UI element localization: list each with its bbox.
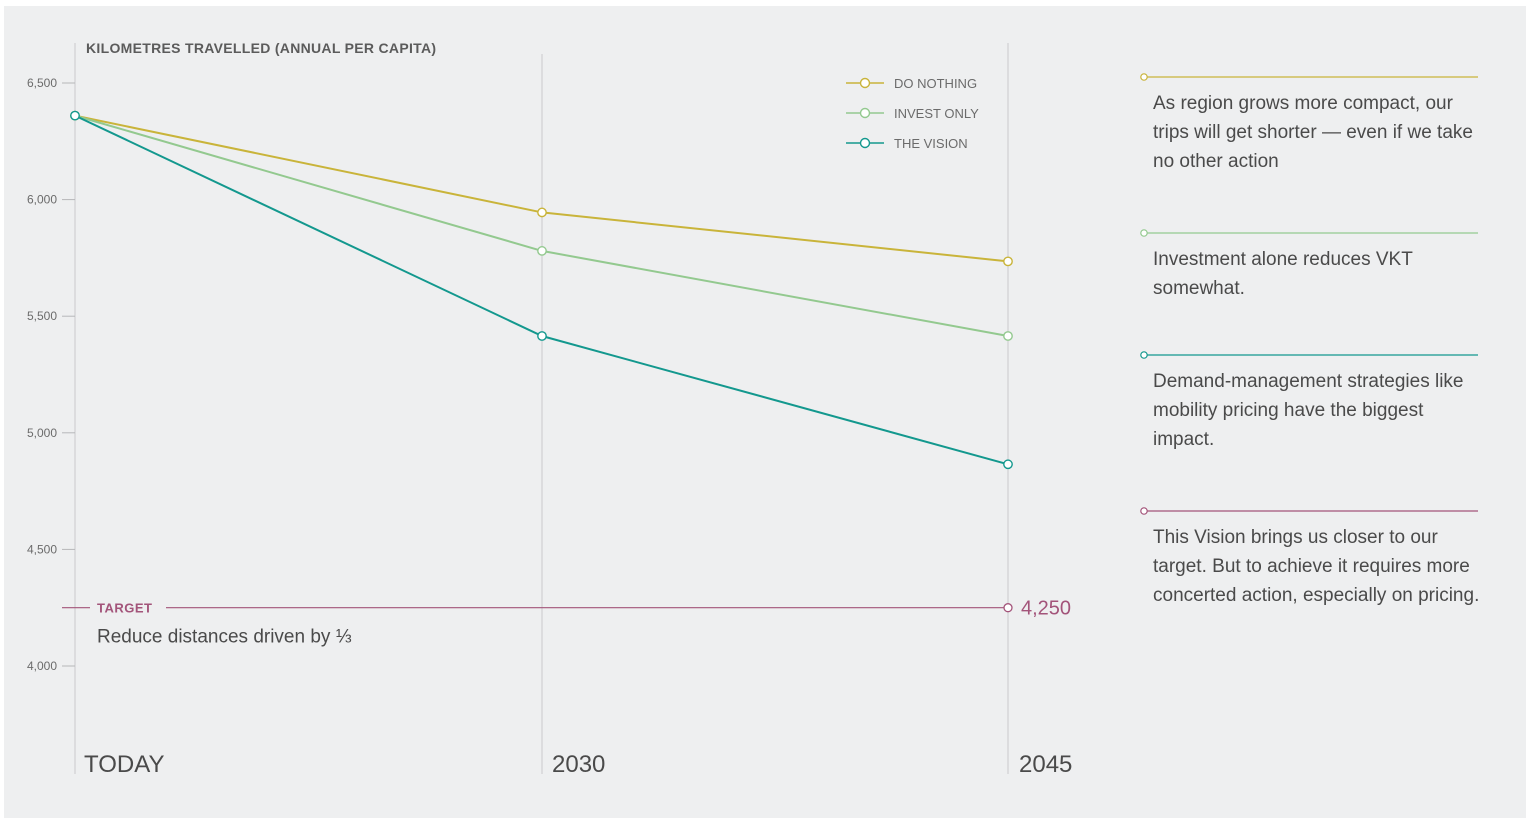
y-tick-label: 5,000: [27, 426, 57, 440]
data-point-the-vision: [70, 110, 80, 121]
data-point-do-nothing: [1003, 256, 1013, 267]
legend-swatch-marker: [859, 107, 871, 119]
x-tick-label: 2030: [552, 751, 605, 778]
legend-label: THE VISION: [894, 136, 968, 151]
data-point-invest-only: [537, 246, 547, 256]
data-point-the-vision: [1003, 459, 1013, 470]
annotation-marker: [1140, 507, 1148, 515]
annotation-text: Investment alone reduces VKT somewhat.: [1153, 249, 1413, 299]
target-label: TARGET: [97, 601, 152, 616]
annotation-marker: [1140, 73, 1148, 81]
legend-swatch-marker: [859, 137, 871, 149]
x-tick-label: 2045: [1019, 751, 1072, 778]
y-tick-label: 6,000: [27, 193, 57, 207]
legend-label: DO NOTHING: [894, 76, 977, 91]
chart-panel: [4, 6, 1526, 818]
data-point-the-vision: [537, 331, 547, 341]
y-tick-label: 6,500: [27, 76, 57, 90]
data-point-invest-only: [1003, 331, 1013, 341]
legend-label: INVEST ONLY: [894, 106, 979, 121]
annotation-text: As region grows more compact, our trips …: [1153, 93, 1473, 172]
y-tick-label: 4,000: [27, 659, 57, 673]
target-point: [1003, 603, 1013, 613]
data-point-do-nothing: [537, 207, 547, 218]
target-description: Reduce distances driven by ⅓: [97, 627, 352, 648]
annotation-text: This Vision brings us closer to our targ…: [1153, 527, 1480, 606]
chart-title: KILOMETRES TRAVELLED (ANNUAL PER CAPITA): [86, 40, 436, 56]
annotation-text: Demand-management strategies like mobili…: [1153, 371, 1464, 450]
y-tick-label: 4,500: [27, 542, 57, 556]
annotation-marker: [1140, 229, 1148, 237]
annotation-marker: [1140, 351, 1148, 359]
y-tick-label: 5,500: [27, 309, 57, 323]
target-value-label: 4,250: [1021, 598, 1071, 620]
x-tick-label: TODAY: [84, 751, 164, 778]
legend-swatch-marker: [859, 77, 871, 89]
